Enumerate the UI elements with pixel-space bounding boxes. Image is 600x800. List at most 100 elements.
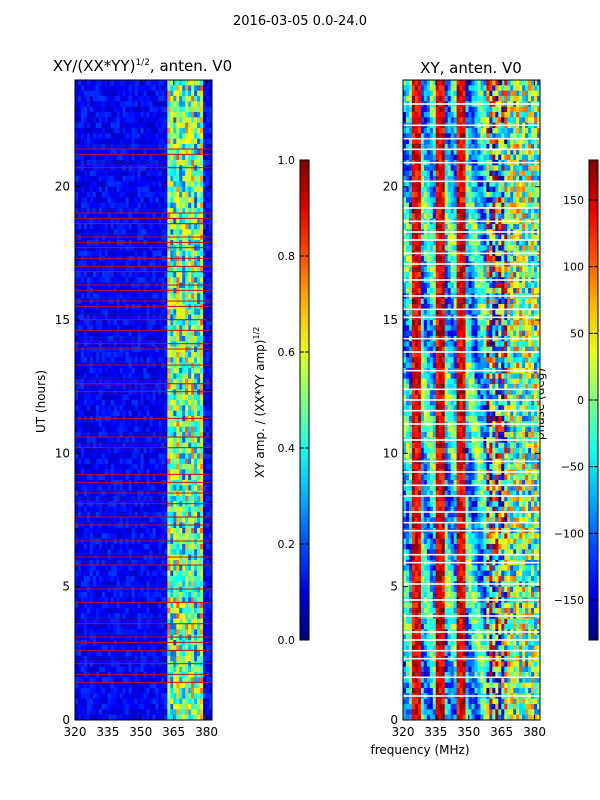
y-tick-label: 5 (390, 580, 398, 594)
bad-time-row (75, 588, 212, 590)
colorbar-tick-label: 0.0 (278, 634, 296, 647)
bad-time-row (75, 300, 212, 302)
colorbar-tick-label: 0 (577, 394, 584, 407)
bad-time-row (403, 484, 540, 487)
bad-time-row (403, 239, 540, 241)
bad-time-row (75, 271, 212, 273)
bad-time-row (403, 263, 540, 265)
bad-time-row (403, 337, 540, 340)
bad-time-row (75, 391, 212, 393)
bad-time-row (403, 137, 540, 140)
bad-time-row (75, 524, 212, 526)
bad-time-row (75, 564, 212, 566)
x-tick-label: 365 (162, 725, 185, 739)
bad-time-row (75, 540, 212, 542)
x-tick-label: 350 (129, 725, 152, 739)
bad-time-row (75, 663, 212, 665)
bad-time-row (75, 364, 212, 366)
x-tick-label: 335 (96, 725, 119, 739)
left-title-prefix: XY/(XX*YY) (52, 57, 136, 75)
bad-time-row (403, 279, 540, 281)
colorbar-tick-label: 0.8 (278, 250, 296, 263)
bad-time-row (403, 521, 540, 524)
y-tick-label: 5 (62, 580, 70, 594)
bad-time-row (75, 348, 212, 350)
bad-time-row (403, 351, 540, 353)
colorbar-tick-label: 0.6 (278, 346, 296, 359)
bad-time-row (403, 583, 540, 585)
bad-time-row (75, 236, 212, 238)
colorbar-tick-label: −100 (554, 527, 584, 540)
bad-time-row (403, 649, 540, 652)
bad-time-row (403, 599, 540, 601)
bad-time-row (403, 471, 540, 473)
bad-time-row (75, 265, 212, 267)
bad-time-row (75, 641, 212, 643)
bad-time-row (403, 495, 540, 497)
bad-time-row (403, 639, 540, 641)
amplitude-colorbar (299, 159, 310, 641)
y-tick-label: 15 (55, 313, 70, 327)
x-tick-label: 320 (64, 725, 87, 739)
bad-time-row (403, 308, 540, 311)
bad-time-row (403, 161, 540, 164)
bad-time-row (75, 636, 212, 638)
bad-time-row (403, 553, 540, 556)
bad-time-row (75, 481, 212, 483)
x-tick-label: 320 (392, 725, 415, 739)
bad-time-row (403, 369, 540, 372)
bad-time-row (403, 316, 540, 319)
bad-time-row (75, 217, 212, 219)
figure-title: 2016-03-05 0.0-24.0 (233, 14, 367, 29)
left-panel-title: XY/(XX*YY)1/2, anten. V0 (40, 57, 245, 75)
bad-time-row (75, 601, 212, 603)
bad-time-row (403, 615, 540, 617)
bad-time-row (75, 305, 212, 307)
bad-time-row (403, 148, 540, 151)
bad-time-row (75, 329, 212, 331)
bad-time-row (403, 695, 540, 697)
bad-time-row (403, 439, 540, 441)
bad-time-row (75, 343, 212, 345)
bad-time-row (403, 295, 540, 297)
bad-time-row (403, 207, 540, 209)
amplitude-heatmap (75, 80, 213, 721)
y-tick-label: 0 (390, 713, 398, 727)
colorbar-tick-label: 0.2 (278, 538, 296, 551)
left-title-exponent: 1/2 (135, 58, 150, 68)
bad-time-row (403, 631, 540, 633)
x-tick-label: 380 (195, 725, 218, 739)
bad-time-row (75, 503, 212, 505)
bad-time-row (75, 284, 212, 286)
bad-time-row (75, 492, 212, 494)
y-tick-label: 20 (383, 180, 398, 194)
bad-time-row (75, 417, 212, 419)
bad-time-row (75, 257, 212, 259)
bad-time-row (403, 460, 540, 463)
bad-time-row (75, 153, 212, 155)
bad-time-row (75, 473, 212, 475)
bad-time-row (75, 383, 212, 385)
bad-time-row (403, 529, 540, 532)
y-tick-label: 20 (55, 180, 70, 194)
bad-time-row (75, 447, 212, 449)
bad-time-row (403, 388, 540, 391)
x-tick-label: 350 (457, 725, 480, 739)
x-tick-label: 335 (424, 725, 447, 739)
bad-time-row (75, 241, 212, 243)
bad-time-row (75, 436, 212, 438)
bad-time-row (75, 556, 212, 558)
colorbar-tick-label: 0.4 (278, 442, 296, 455)
left-axes-frame (74, 79, 213, 721)
colorbar-tick-label: 100 (563, 261, 584, 274)
bad-time-row (75, 247, 212, 249)
bad-time-row (75, 673, 212, 675)
bad-time-row (403, 220, 540, 223)
bad-time-row (403, 252, 540, 255)
y-tick-label: 10 (55, 446, 70, 460)
bad-time-row (403, 657, 540, 660)
bad-time-row (75, 223, 212, 225)
bad-time-row (75, 212, 212, 214)
bad-time-row (403, 423, 540, 425)
colorbar-tick-label: 50 (570, 327, 584, 340)
